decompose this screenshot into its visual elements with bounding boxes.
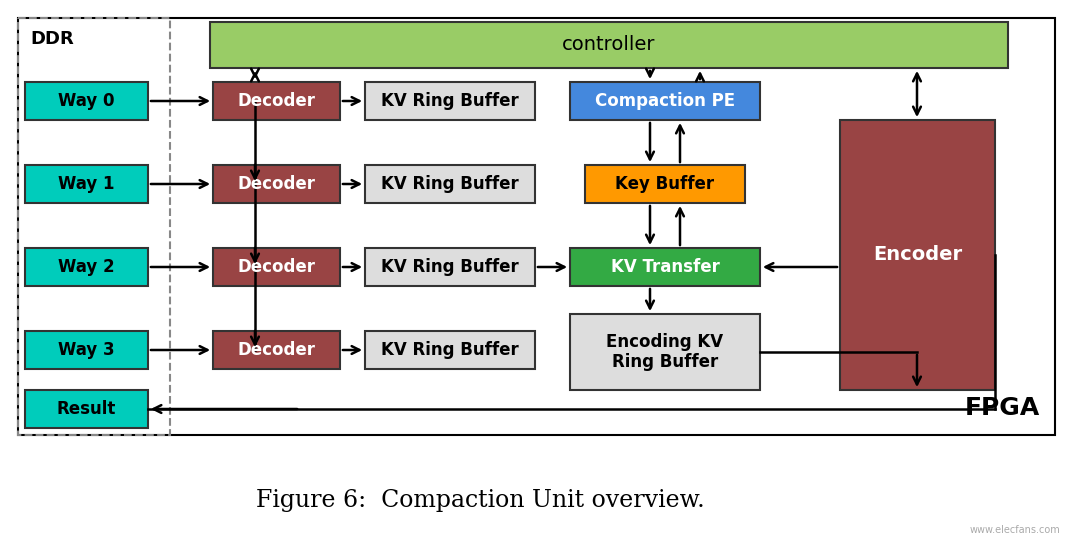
Text: KV Ring Buffer: KV Ring Buffer — [381, 258, 518, 276]
Text: KV Ring Buffer: KV Ring Buffer — [381, 92, 518, 110]
Bar — [25, 331, 148, 369]
Bar — [365, 248, 535, 286]
Bar — [570, 82, 760, 120]
Text: Result: Result — [57, 400, 117, 418]
Bar — [365, 331, 535, 369]
Text: controller: controller — [563, 36, 656, 54]
Bar — [25, 82, 148, 120]
Bar — [213, 331, 340, 369]
Text: Way 1: Way 1 — [58, 175, 114, 193]
Bar — [213, 248, 340, 286]
Bar — [25, 165, 148, 203]
Bar — [25, 390, 148, 428]
Text: Decoder: Decoder — [238, 258, 315, 276]
Text: KV Ring Buffer: KV Ring Buffer — [381, 341, 518, 359]
Text: Way 3: Way 3 — [58, 341, 114, 359]
Text: KV Ring Buffer: KV Ring Buffer — [381, 175, 518, 193]
Bar — [365, 165, 535, 203]
Bar — [365, 82, 535, 120]
Bar — [25, 248, 148, 286]
Bar — [585, 165, 745, 203]
Text: Decoder: Decoder — [238, 92, 315, 110]
Text: KV Transfer: KV Transfer — [610, 258, 719, 276]
Bar — [18, 18, 170, 435]
Text: Encoding KV
Ring Buffer: Encoding KV Ring Buffer — [607, 333, 724, 372]
Text: Compaction PE: Compaction PE — [595, 92, 735, 110]
Text: Way 2: Way 2 — [58, 258, 114, 276]
Bar — [570, 248, 760, 286]
Bar — [18, 18, 1055, 435]
Bar — [213, 82, 340, 120]
Text: DDR: DDR — [30, 30, 73, 48]
Text: Decoder: Decoder — [238, 175, 315, 193]
Text: Encoder: Encoder — [873, 245, 962, 265]
Text: Key Buffer: Key Buffer — [616, 175, 715, 193]
Text: Decoder: Decoder — [238, 341, 315, 359]
Text: FPGA: FPGA — [964, 396, 1040, 420]
Text: Figure 6:  Compaction Unit overview.: Figure 6: Compaction Unit overview. — [256, 489, 704, 512]
Bar — [570, 314, 760, 390]
Bar — [840, 120, 995, 390]
Bar — [213, 165, 340, 203]
Text: Way 0: Way 0 — [58, 92, 114, 110]
Text: www.elecfans.com: www.elecfans.com — [969, 525, 1059, 535]
Bar — [210, 22, 1008, 68]
